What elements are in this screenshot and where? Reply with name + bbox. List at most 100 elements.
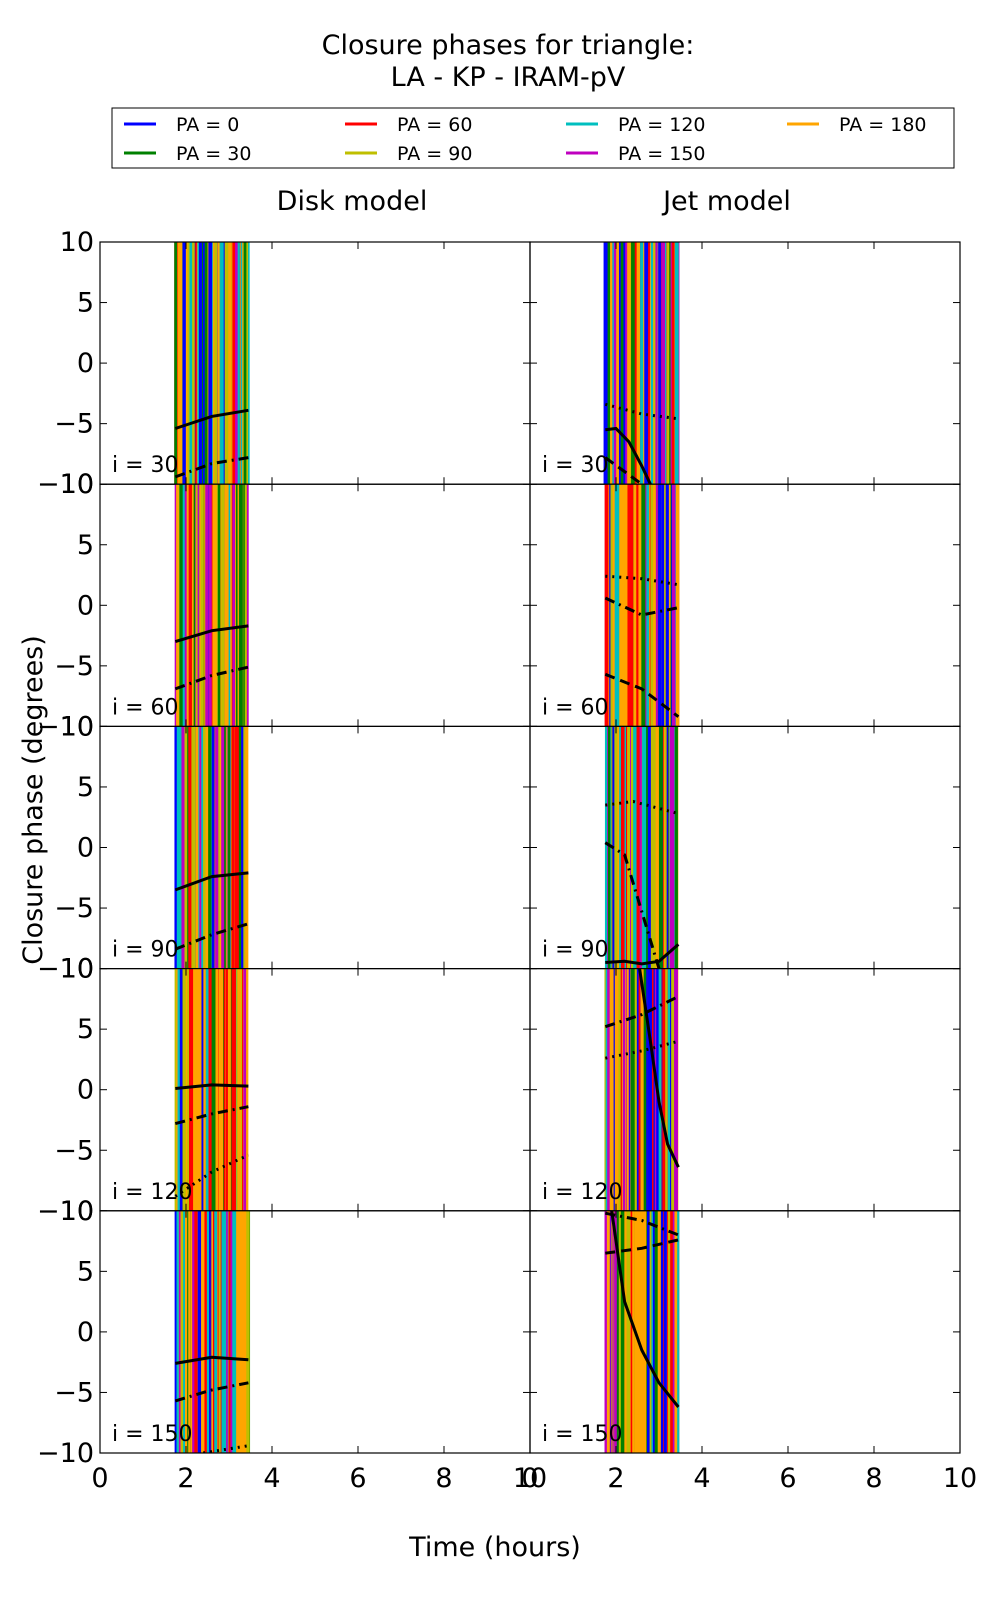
y-tick-label: 0 bbox=[77, 348, 94, 379]
model-curve-solid bbox=[638, 968, 680, 1168]
legend-label: PA = 150 bbox=[618, 143, 706, 165]
x-axis-label: Time (hours) bbox=[408, 1532, 581, 1563]
model-curve-dotted bbox=[605, 799, 679, 816]
x-tick-label: 2 bbox=[177, 1463, 194, 1494]
y-tick-label: −10 bbox=[37, 711, 94, 742]
legend-label: PA = 120 bbox=[618, 114, 706, 136]
panel-frame bbox=[99, 1210, 531, 1454]
model-curve-dashdot bbox=[174, 665, 249, 691]
y-tick-label: 10 bbox=[60, 227, 94, 258]
panel: i = 90 10 5 0 −5 −10 bbox=[37, 711, 531, 985]
legend-frame bbox=[111, 107, 955, 169]
panel-label: i = 120 bbox=[542, 1180, 623, 1205]
x-tick-label: 8 bbox=[435, 1463, 452, 1494]
y-tick-label: −5 bbox=[54, 409, 94, 440]
y-tick-label: −5 bbox=[54, 651, 94, 682]
model-curve-solid bbox=[174, 871, 249, 892]
model-curve-dotted bbox=[174, 1153, 250, 1198]
y-tick-label: −10 bbox=[37, 1438, 94, 1469]
panel-label: i = 30 bbox=[112, 453, 179, 478]
panel: i = 60 bbox=[529, 483, 961, 728]
y-tick-label: 0 bbox=[77, 590, 94, 621]
panel-frame bbox=[99, 241, 531, 485]
y-tick-label: 0 bbox=[77, 1075, 94, 1106]
column-title-disk: Disk model bbox=[277, 186, 428, 217]
legend-label: PA = 180 bbox=[839, 114, 927, 136]
panel-frame bbox=[99, 483, 531, 728]
model-curve-dashdot bbox=[604, 841, 661, 969]
y-tick-label: 10 bbox=[60, 711, 94, 742]
panel-label: i = 30 bbox=[542, 453, 609, 478]
chart-title-line2: LA - KP - IRAM-pV bbox=[391, 62, 626, 93]
model-curve-dashdot bbox=[174, 1105, 249, 1126]
y-tick-label: 5 bbox=[77, 288, 94, 319]
y-tick-label: −5 bbox=[54, 893, 94, 924]
model-curve-solid bbox=[174, 624, 249, 644]
y-tick-label: −5 bbox=[54, 1377, 94, 1408]
x-tick-label: 6 bbox=[349, 1463, 366, 1494]
y-tick-label: 0 bbox=[77, 1317, 94, 1348]
y-tick-label: −5 bbox=[54, 1135, 94, 1166]
y-tick-label: −10 bbox=[37, 954, 94, 985]
panel-label: i = 120 bbox=[112, 1180, 193, 1205]
model-curve-solid bbox=[605, 943, 680, 966]
x-tick-label: 0 bbox=[91, 1463, 108, 1494]
model-curve-solid bbox=[175, 1355, 249, 1365]
y-tick-label: −10 bbox=[37, 469, 94, 500]
legend-label: PA = 0 bbox=[176, 114, 239, 136]
panel: i = 30 bbox=[529, 241, 961, 485]
panel-frame bbox=[529, 725, 961, 970]
model-curve-solid bbox=[605, 426, 652, 485]
x-tick-label: 10 bbox=[513, 1463, 547, 1494]
model-curve-dashed bbox=[604, 456, 643, 485]
panel-label: i = 150 bbox=[112, 1422, 193, 1447]
model-curve-dashdot bbox=[174, 1381, 249, 1403]
panel: i = 120 10 5 0 −5 −10 bbox=[37, 954, 531, 1227]
panel-frame bbox=[99, 967, 531, 1212]
chart-title-line1: Closure phases for triangle: bbox=[322, 30, 695, 61]
panel-frame bbox=[529, 483, 961, 728]
panel: i = 120 bbox=[529, 967, 961, 1212]
model-curve-dashed bbox=[605, 1238, 679, 1255]
x-tick-label: 4 bbox=[693, 1463, 710, 1494]
model-curve-dashdot bbox=[605, 1211, 679, 1237]
x-tick-label: 10 bbox=[943, 1463, 977, 1494]
y-tick-label: 10 bbox=[60, 1196, 94, 1227]
panel-frame bbox=[529, 1210, 961, 1454]
y-tick-label: 10 bbox=[60, 954, 94, 985]
legend-label: PA = 90 bbox=[397, 143, 472, 165]
x-tick-label: 8 bbox=[865, 1463, 882, 1494]
panel: i = 90 bbox=[529, 725, 961, 970]
model-curve-dotted bbox=[605, 574, 679, 587]
model-curve-solid bbox=[175, 1083, 249, 1090]
x-tick-label: 0 bbox=[521, 1463, 538, 1494]
x-tick-label: 2 bbox=[607, 1463, 624, 1494]
legend: PA = 0 PA = 30 PA = 60 PA = 90 PA = 120 PA = … bbox=[111, 107, 955, 169]
x-tick-label: 4 bbox=[263, 1463, 280, 1494]
y-tick-label: −10 bbox=[37, 1196, 94, 1227]
panel: i = 30 10 5 0 −5 −10 bbox=[37, 227, 531, 500]
legend-label: PA = 30 bbox=[176, 143, 251, 165]
model-curve-dashdot bbox=[174, 456, 249, 479]
column-title-jet: Jet model bbox=[661, 186, 791, 217]
panel-label: i = 90 bbox=[542, 938, 609, 963]
model-curve-dashed bbox=[604, 672, 680, 718]
y-tick-label: 0 bbox=[77, 833, 94, 864]
panel-frame bbox=[529, 241, 961, 485]
panel-label: i = 150 bbox=[542, 1422, 623, 1447]
panel-frame bbox=[529, 967, 961, 1212]
y-tick-label: 5 bbox=[77, 1256, 94, 1287]
y-axis-label: Closure phase (degrees) bbox=[18, 635, 49, 965]
legend-label: PA = 60 bbox=[397, 114, 472, 136]
x-tick-label: 6 bbox=[779, 1463, 796, 1494]
panel-label: i = 60 bbox=[112, 695, 179, 720]
model-curve-solid bbox=[174, 408, 249, 430]
panel-frame bbox=[99, 725, 531, 970]
y-tick-label: 5 bbox=[77, 1014, 94, 1045]
model-curve-dotted bbox=[202, 1444, 249, 1454]
y-tick-label: 10 bbox=[60, 469, 94, 500]
